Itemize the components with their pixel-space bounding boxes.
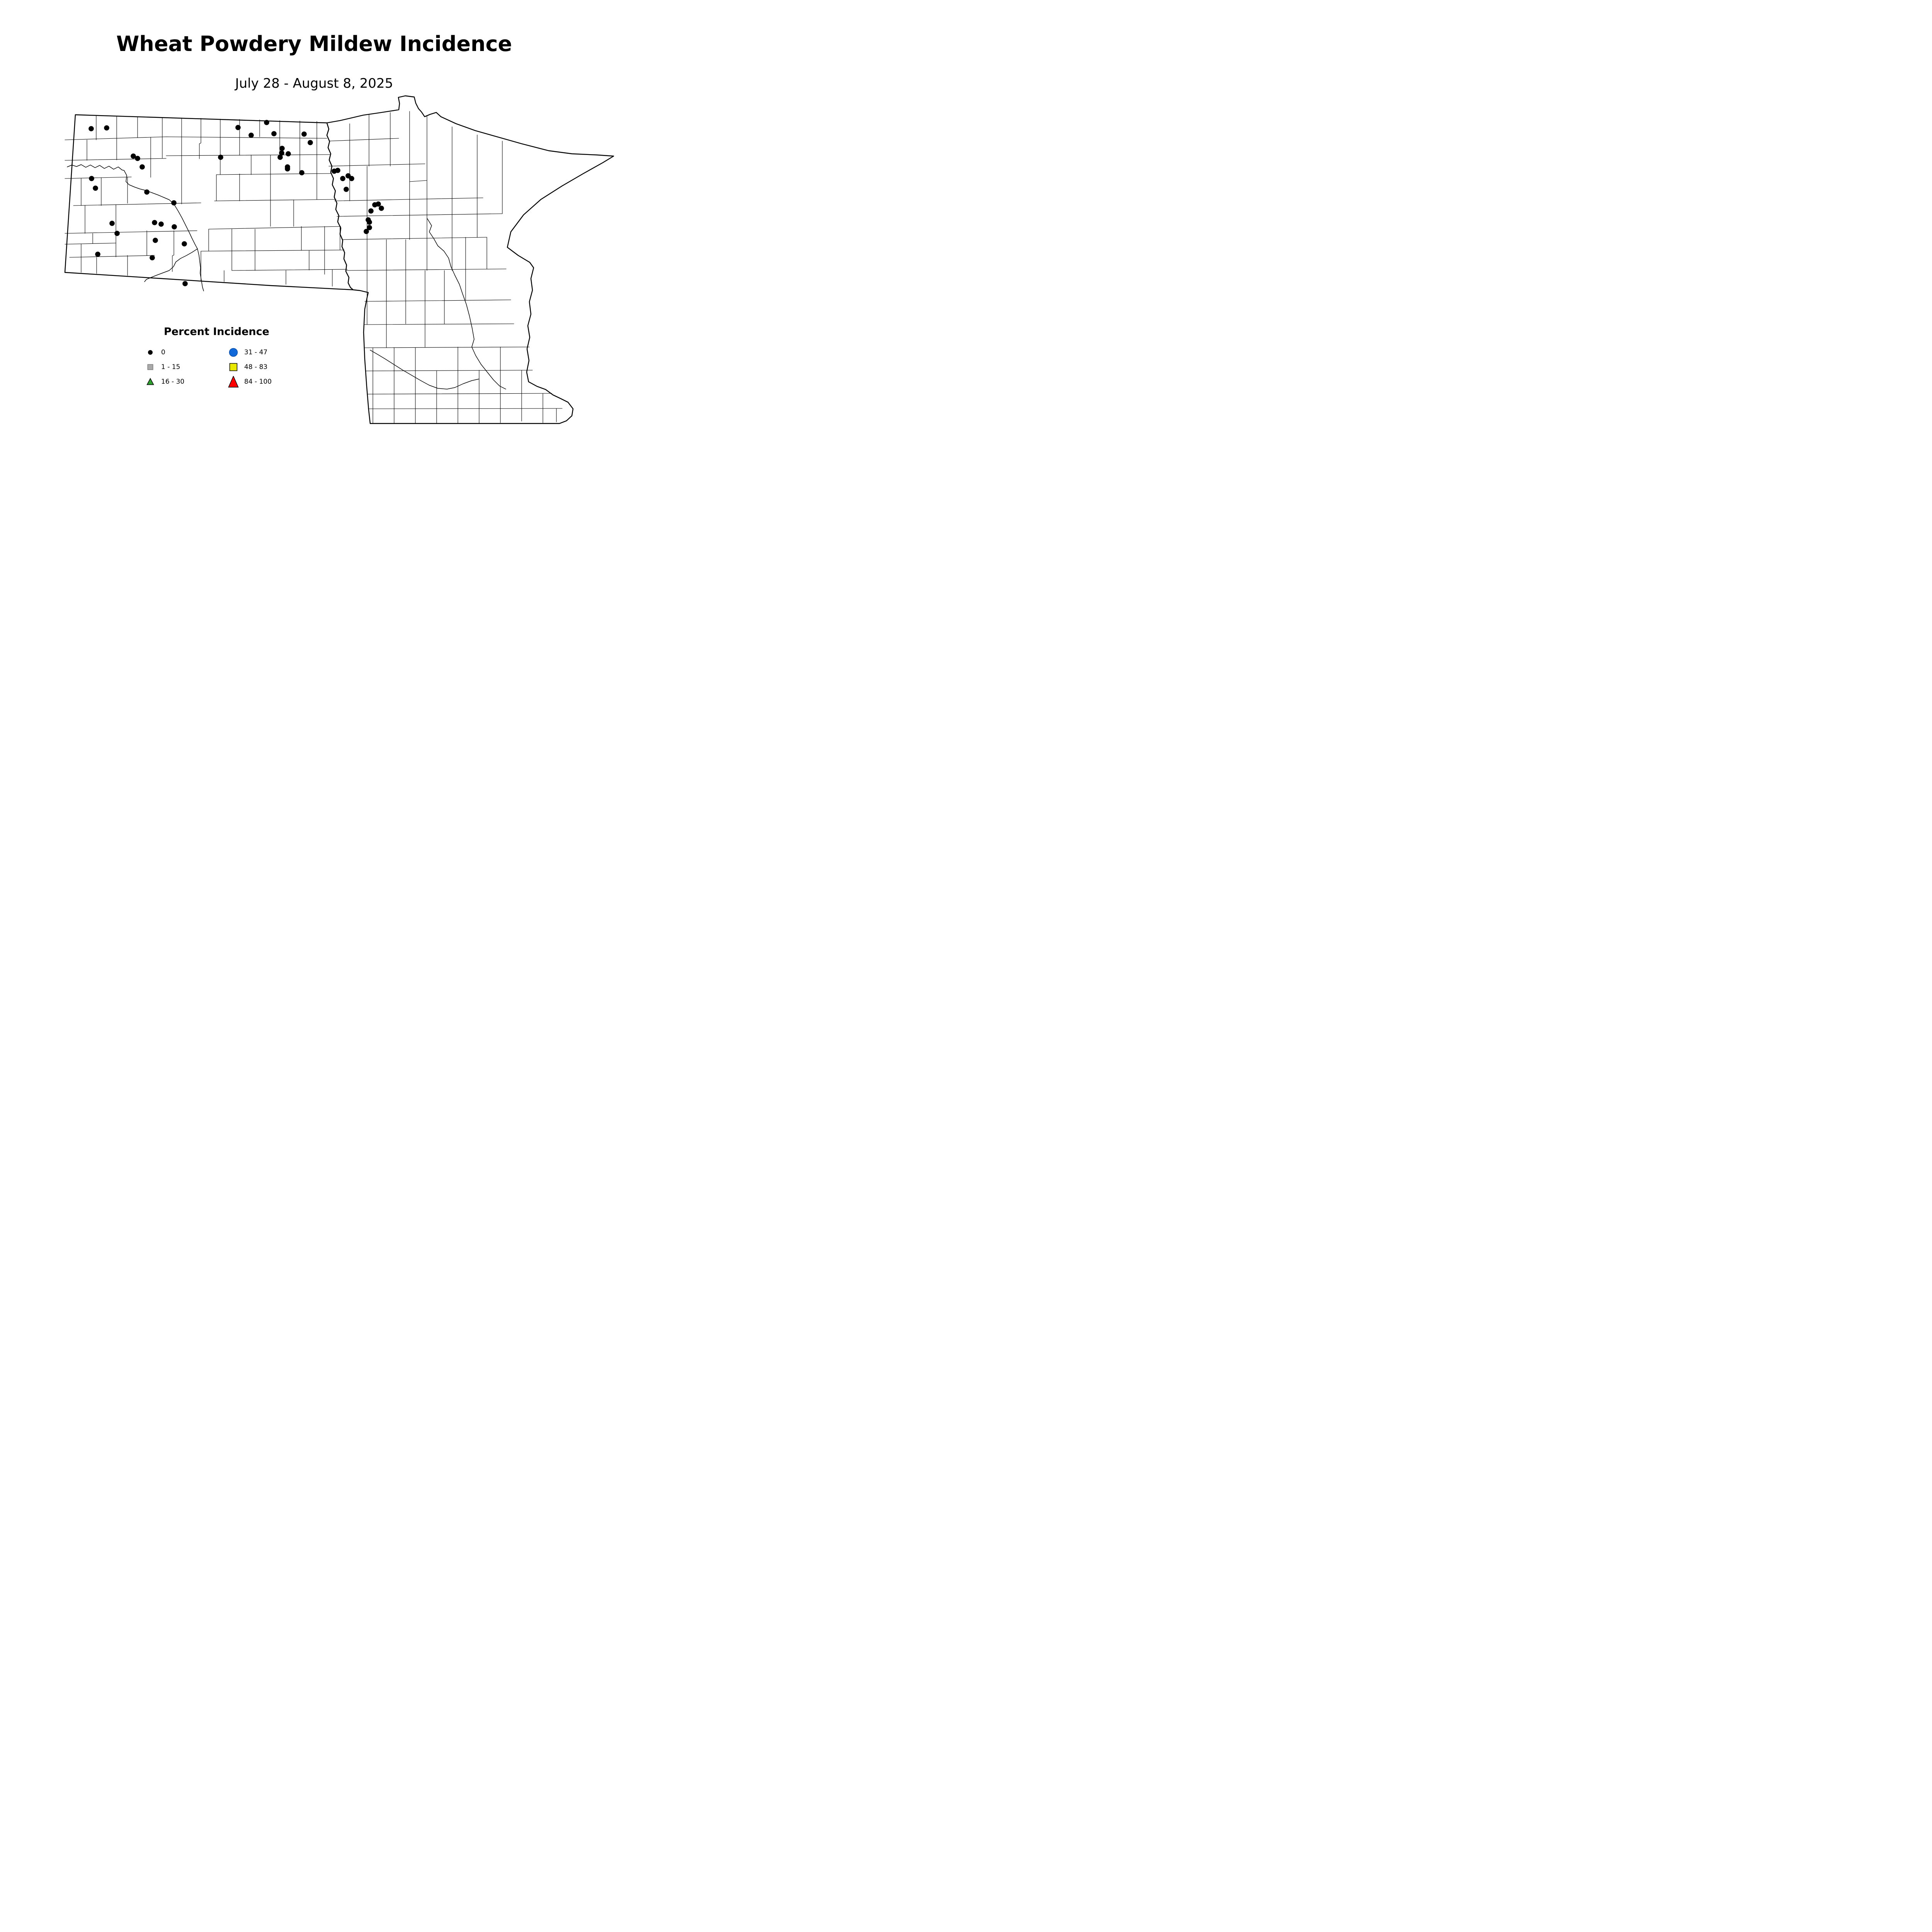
site-dot bbox=[364, 229, 369, 234]
county-line bbox=[346, 269, 507, 271]
site-dot bbox=[182, 281, 188, 286]
county-line bbox=[231, 269, 348, 271]
page-title: Wheat Powdery Mildew Incidence bbox=[116, 32, 512, 56]
county-line bbox=[364, 347, 530, 348]
site-dot bbox=[344, 187, 349, 192]
red-triangle-icon bbox=[228, 376, 239, 388]
site-dot bbox=[279, 146, 285, 151]
site-dot bbox=[104, 125, 109, 131]
county-line bbox=[367, 393, 552, 395]
site-dot bbox=[144, 189, 150, 195]
site-dot bbox=[340, 176, 345, 181]
site-dot bbox=[286, 151, 291, 156]
site-dot bbox=[218, 155, 223, 160]
site-dot bbox=[279, 150, 284, 156]
map-canvas bbox=[64, 95, 614, 424]
legend-item-31-47: 31 - 47 bbox=[228, 345, 267, 360]
county-line bbox=[73, 202, 201, 206]
legend-item-label: 0 bbox=[161, 349, 165, 356]
legend-item-0: 0 bbox=[145, 345, 165, 360]
county-line bbox=[328, 163, 425, 167]
river-line bbox=[144, 248, 198, 282]
site-dot bbox=[89, 176, 94, 181]
site-dot bbox=[182, 241, 187, 247]
blue-circle-icon bbox=[228, 347, 239, 358]
site-dot bbox=[135, 156, 140, 161]
county-line bbox=[65, 230, 197, 234]
legend-item-84-100: 84 - 100 bbox=[228, 374, 272, 389]
county-line bbox=[216, 173, 331, 175]
county-line bbox=[201, 250, 345, 252]
site-dot bbox=[379, 206, 384, 211]
county-line bbox=[365, 370, 533, 371]
county-line bbox=[337, 213, 503, 217]
site-dot bbox=[277, 155, 283, 160]
site-dot bbox=[368, 208, 374, 214]
site-dot bbox=[301, 131, 307, 137]
site-dot bbox=[285, 166, 290, 172]
gray-square-icon bbox=[145, 361, 156, 373]
site-dot bbox=[95, 252, 100, 257]
site-dot bbox=[349, 176, 354, 181]
site-dot bbox=[150, 255, 155, 260]
legend-item-label: 31 - 47 bbox=[244, 349, 268, 356]
site-dot bbox=[114, 231, 120, 236]
state-minnesota bbox=[326, 95, 614, 424]
county-boundaries bbox=[65, 111, 563, 424]
county-line bbox=[409, 180, 427, 182]
county-line bbox=[65, 177, 132, 179]
site-dot bbox=[88, 126, 94, 131]
county-line bbox=[329, 138, 399, 141]
legend-item-16-30: 16 - 30 bbox=[145, 374, 184, 389]
legend-item-48-83: 48 - 83 bbox=[228, 360, 267, 374]
page-subtitle: July 28 - August 8, 2025 bbox=[235, 76, 393, 91]
county-line bbox=[368, 408, 563, 409]
county-line bbox=[65, 243, 116, 245]
black-dot-icon bbox=[145, 347, 156, 358]
site-dot bbox=[308, 140, 313, 145]
county-line bbox=[65, 158, 167, 161]
site-dot bbox=[172, 224, 177, 230]
site-dot bbox=[271, 131, 277, 136]
site-dot bbox=[335, 168, 340, 173]
site-dot bbox=[109, 221, 115, 226]
site-dot bbox=[376, 201, 381, 207]
legend-item-1-15: 1 - 15 bbox=[145, 360, 180, 374]
county-line bbox=[172, 230, 174, 272]
county-line bbox=[208, 226, 341, 230]
legend-item-label: 1 - 15 bbox=[161, 363, 180, 371]
site-dot bbox=[158, 221, 164, 227]
site-dot bbox=[299, 170, 304, 175]
river-line bbox=[427, 218, 506, 389]
county-line bbox=[364, 323, 514, 325]
site-dot bbox=[153, 238, 158, 243]
county-line bbox=[199, 118, 201, 159]
legend-item-label: 84 - 100 bbox=[244, 378, 272, 386]
county-line bbox=[334, 197, 483, 201]
green-triangle-icon bbox=[145, 376, 156, 388]
legend-title: Percent Incidence bbox=[164, 326, 269, 338]
site-dots bbox=[88, 120, 384, 286]
site-dot bbox=[139, 164, 145, 170]
legend-item-label: 48 - 83 bbox=[244, 363, 268, 371]
site-dot bbox=[248, 133, 254, 138]
site-dot bbox=[152, 220, 157, 225]
site-dot bbox=[367, 225, 372, 230]
site-dot bbox=[235, 125, 241, 130]
county-line bbox=[69, 255, 155, 258]
site-dot bbox=[93, 185, 98, 191]
site-dot bbox=[367, 219, 372, 225]
site-dot bbox=[171, 200, 177, 206]
county-line bbox=[65, 136, 327, 140]
site-dot bbox=[264, 120, 269, 125]
county-line bbox=[214, 199, 337, 201]
yellow-square-icon bbox=[228, 361, 239, 373]
county-line bbox=[166, 154, 331, 156]
site-dot bbox=[131, 153, 136, 159]
county-line bbox=[364, 299, 511, 302]
legend-item-label: 16 - 30 bbox=[161, 378, 185, 386]
river-line bbox=[370, 350, 479, 389]
